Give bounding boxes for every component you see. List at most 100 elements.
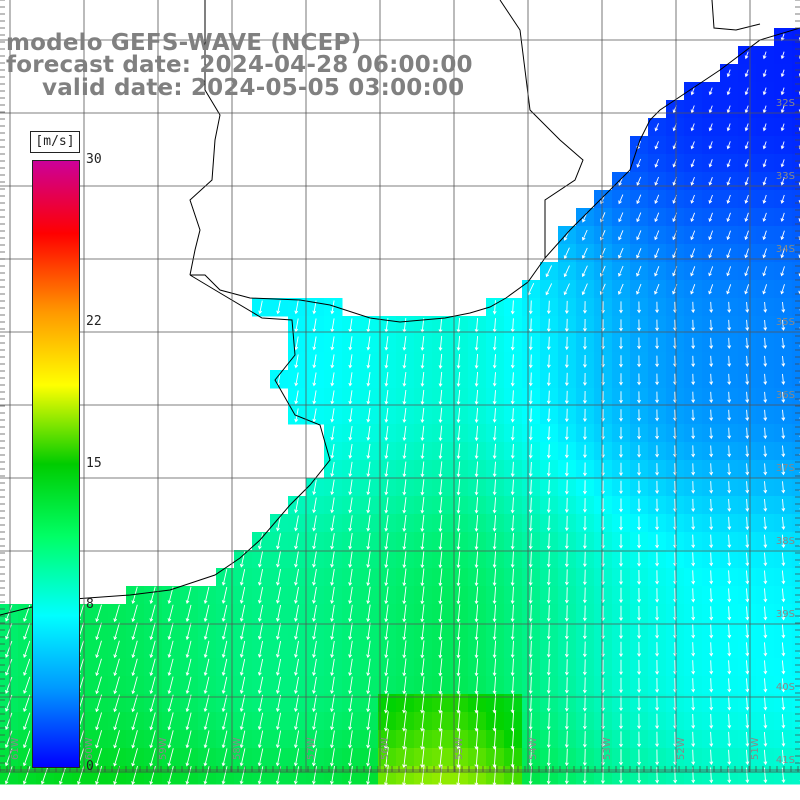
wind-arrow	[348, 515, 353, 532]
wind-arrow	[366, 372, 371, 387]
wind-arrow	[727, 427, 732, 440]
wind-cell	[792, 388, 800, 407]
wind-arrow	[528, 658, 533, 676]
wind-arrow	[637, 569, 641, 585]
wind-arrow	[167, 712, 174, 731]
wind-arrow	[546, 354, 551, 369]
wind-arrow	[583, 587, 587, 604]
wind-cell	[792, 64, 800, 83]
wind-arrow	[637, 498, 641, 513]
wind-arrow	[745, 731, 750, 747]
wind-arrow	[294, 658, 299, 676]
wind-arrow	[709, 337, 714, 350]
wind-arrow	[781, 642, 786, 657]
wind-arrow	[149, 586, 156, 605]
wind-arrow	[456, 371, 461, 387]
wind-arrow	[745, 427, 750, 440]
wind-arrow	[564, 497, 569, 513]
wind-arrow	[185, 748, 192, 767]
wind-arrow	[420, 693, 425, 714]
wind-arrow	[709, 534, 714, 549]
wind-arrow	[167, 676, 174, 695]
wind-arrow	[798, 109, 800, 114]
wind-arrow	[564, 480, 569, 495]
wind-arrow	[203, 694, 210, 713]
wind-arrow	[655, 588, 659, 603]
lat-label: 37S	[776, 463, 795, 474]
wind-arrow	[348, 748, 353, 767]
colorbar-units: [m/s]	[30, 131, 80, 153]
wind-arrow	[655, 498, 659, 513]
wind-arrow	[510, 640, 515, 659]
lat-label: 35S	[776, 317, 795, 328]
wind-arrow	[619, 480, 623, 495]
wind-arrow	[348, 622, 353, 641]
wind-arrow	[40, 766, 49, 785]
wind-cell	[792, 370, 800, 389]
wind-arrow	[294, 372, 299, 387]
wind-arrow	[619, 569, 623, 586]
wind-arrow	[402, 746, 407, 768]
wind-arrow	[510, 408, 515, 423]
lon-label: 55W	[454, 737, 465, 760]
wind-arrow	[348, 372, 353, 387]
wind-arrow	[456, 335, 461, 351]
wind-arrow	[420, 461, 425, 478]
wind-arrow	[691, 301, 695, 314]
wind-arrow	[763, 499, 768, 512]
wind-arrow	[618, 212, 624, 223]
wind-arrow	[311, 766, 317, 785]
wind-arrow	[5, 640, 13, 658]
wind-arrow	[474, 514, 479, 532]
wind-arrow	[95, 622, 102, 641]
wind-arrow	[709, 696, 714, 711]
wind-arrow	[366, 479, 371, 496]
wind-arrow	[167, 748, 174, 767]
wind-arrow	[708, 248, 714, 259]
wind-arrow	[781, 552, 786, 567]
wind-arrow	[762, 284, 768, 295]
wind-arrow	[330, 426, 335, 441]
wind-arrow	[438, 371, 443, 387]
wind-arrow	[438, 746, 443, 769]
wind-arrow	[691, 319, 696, 332]
wind-arrow	[781, 427, 786, 440]
wind-arrow	[239, 712, 246, 731]
wind-arrow	[546, 712, 551, 730]
lon-label: 51W	[750, 737, 761, 760]
wind-arrow	[599, 265, 606, 277]
wind-arrow	[348, 766, 353, 785]
wind-arrow	[781, 373, 786, 385]
wind-arrow	[744, 230, 749, 241]
wind-arrow	[780, 177, 785, 186]
wind-arrow	[763, 606, 768, 621]
wind-arrow	[149, 730, 156, 749]
wind-arrow	[203, 622, 210, 640]
wind-arrow	[203, 658, 210, 676]
wind-arrow	[167, 694, 174, 713]
wind-arrow	[709, 588, 714, 603]
lon-label: 58W	[232, 737, 243, 760]
wind-arrow	[492, 550, 497, 569]
wind-arrow	[348, 533, 353, 550]
wind-arrow	[763, 391, 768, 403]
wind-cell	[792, 550, 800, 569]
wind-arrow	[23, 694, 31, 713]
wind-cell	[792, 424, 800, 443]
wind-arrow	[492, 515, 497, 532]
wind-arrow	[583, 569, 587, 586]
wind-arrow	[131, 765, 138, 785]
wind-arrow	[348, 479, 353, 496]
wind-arrow	[330, 390, 335, 405]
wind-arrow	[330, 604, 335, 622]
wind-arrow	[727, 498, 732, 512]
wind-arrow	[257, 658, 264, 676]
wind-arrow	[744, 123, 749, 132]
lat-label: 40S	[776, 682, 795, 693]
wind-arrow	[131, 712, 138, 731]
wind-cell	[792, 658, 800, 677]
wind-arrow	[438, 604, 443, 623]
wind-arrow	[366, 694, 371, 713]
valid-date: valid date: 2024-05-05 03:00:00	[42, 75, 465, 101]
wind-arrow	[563, 265, 570, 278]
